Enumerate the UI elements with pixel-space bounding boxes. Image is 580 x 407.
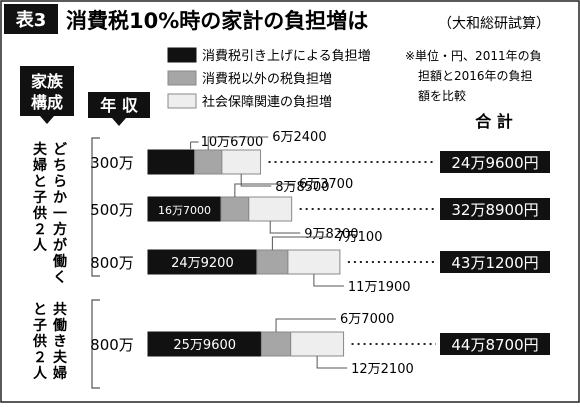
value-label-consumption-tax: 25万9600 [173, 338, 236, 353]
group-label-char: 子 [33, 318, 47, 334]
group-label-char: 婦 [52, 365, 67, 382]
income-label: 500万 [90, 201, 134, 219]
group-label-char: 働 [52, 253, 67, 270]
leader-line [271, 236, 333, 250]
leader-line [275, 318, 337, 332]
chart-source: （大和総研試算） [438, 16, 550, 32]
leader-line [313, 274, 344, 287]
total-label: 32万8900円 [451, 201, 538, 219]
leader-line [316, 356, 348, 369]
figure-badge: 表3 [16, 9, 47, 31]
leader-line [234, 183, 295, 197]
value-label-other-tax: 6万7000 [340, 312, 394, 327]
value-label-other-tax: 7万100 [336, 230, 382, 245]
total-header: 合 計 [475, 112, 513, 131]
total-label: 43万1200円 [451, 254, 538, 272]
group-label-char: ２ [33, 222, 47, 238]
legend-swatch-other-tax [167, 70, 197, 86]
bar-social-security [248, 196, 293, 222]
family-header-line-2: 構成 [31, 93, 63, 112]
family-header-line-1: 家族 [31, 72, 64, 91]
value-label-consumption-tax: 16万7000 [158, 204, 211, 217]
bar-consumption-tax [147, 331, 262, 357]
bar-social-security [290, 331, 345, 357]
group-label-char: 方 [53, 221, 67, 238]
legend-label-consumption-tax: 消費税引き上げによる負担増 [202, 49, 371, 64]
group-label-char: ち [53, 158, 67, 174]
bar-other-tax [220, 196, 250, 222]
value-label-other-tax: 6万2400 [272, 130, 326, 145]
group-label-char: 共 [53, 301, 67, 318]
group-label-char: く [53, 270, 67, 286]
leader-line [207, 136, 269, 150]
legend-swatch-consumption-tax [167, 47, 197, 63]
group-label-char: 子 [33, 190, 47, 206]
legend-label-social-security: 社会保障関連の負担増 [202, 94, 332, 110]
group-label-char: 供 [32, 205, 47, 222]
total-box [440, 251, 550, 273]
leader-line [240, 174, 272, 187]
note-line-1: ※単位・円、2011年の負 [405, 48, 542, 63]
leader-line [269, 221, 301, 234]
total-label: 24万9600円 [451, 154, 538, 172]
group-label-char: 夫 [33, 141, 48, 158]
bar-social-security [287, 249, 341, 275]
group-bracket-2 [91, 299, 100, 389]
group-label-char: ら [53, 174, 67, 190]
chart-title: 消費税10%時の家計の負担増は [66, 9, 368, 33]
group-label-char: 婦 [32, 157, 47, 174]
group-label-char: 人 [33, 365, 48, 382]
group-label-char: と [33, 302, 47, 318]
family-header-bg [20, 66, 74, 116]
family-header-arrow [40, 116, 54, 124]
bar-consumption-tax [147, 196, 222, 222]
bar-social-security [221, 149, 262, 175]
value-label-social-security: 9万8200 [304, 227, 358, 242]
group-bracket-1 [91, 137, 100, 277]
bar-consumption-tax [147, 249, 258, 275]
group-label-char: ２ [33, 350, 47, 366]
group-label-char: 人 [33, 237, 48, 254]
group-label-char: か [53, 190, 67, 206]
income-label: 300万 [90, 154, 134, 172]
bar-other-tax [260, 331, 292, 357]
income-label: 800万 [90, 254, 134, 272]
note-line-2: 担額と2016年の負担 [418, 69, 533, 83]
group-label-char: 一 [53, 206, 67, 222]
group-label-char: 供 [32, 333, 47, 350]
income-label: 800万 [90, 336, 134, 354]
legend-label-other-tax: 消費税以外の税負担増 [202, 72, 332, 87]
group-label-char: 夫 [53, 349, 68, 366]
note-line-3: 額を比較 [418, 88, 466, 103]
income-header-bg [88, 92, 150, 118]
legend: 消費税引き上げによる負担増 消費税以外の税負担増 社会保障関連の負担増 [167, 47, 371, 110]
bar-other-tax [194, 149, 223, 175]
value-label-social-security: 12万2100 [351, 362, 414, 377]
bar-other-tax [256, 249, 289, 275]
figure-badge-bg [4, 4, 58, 34]
value-label-consumption-tax: 10万6700 [201, 135, 264, 150]
total-box [440, 333, 550, 355]
total-box [440, 198, 550, 220]
total-box [440, 151, 550, 173]
value-label-social-security: 11万1900 [348, 280, 411, 295]
group-label-char: き [53, 334, 67, 350]
group-label-char: が [53, 237, 68, 254]
legend-swatch-social-security [167, 93, 197, 109]
bar-consumption-tax [147, 149, 196, 175]
group-label-char: 働 [52, 317, 67, 334]
income-header: 年 収 [100, 96, 139, 115]
value-label-consumption-tax: 24万9200 [171, 256, 234, 271]
value-label-other-tax: 6万3700 [299, 177, 353, 192]
total-label: 44万8700円 [451, 336, 538, 354]
income-header-arrow [112, 118, 126, 126]
group-label-char: と [33, 174, 47, 190]
group-label-char: ど [53, 142, 67, 158]
